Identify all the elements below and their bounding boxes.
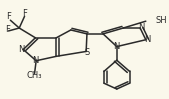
Text: SH: SH [155, 16, 167, 25]
Text: CH₃: CH₃ [27, 71, 42, 80]
Text: N: N [32, 56, 39, 65]
Text: F: F [6, 12, 11, 21]
Text: F: F [22, 9, 27, 18]
Text: N: N [18, 45, 25, 54]
Text: F: F [5, 25, 10, 34]
Text: N: N [144, 35, 151, 44]
Text: N: N [113, 42, 119, 51]
Text: N: N [138, 23, 144, 32]
Text: S: S [84, 48, 90, 57]
